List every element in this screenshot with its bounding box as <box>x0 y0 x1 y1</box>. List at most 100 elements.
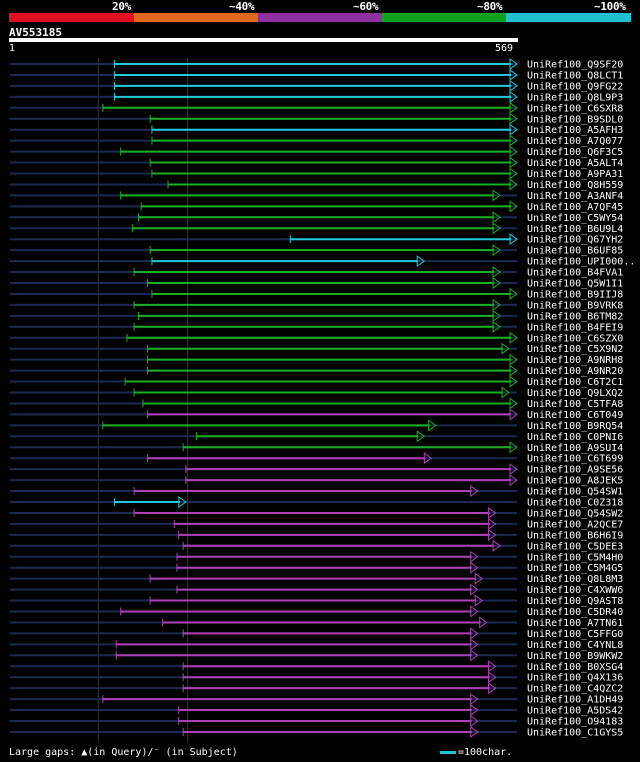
hit-label[interactable]: UniRef100_Q9LXQ2 <box>527 388 623 399</box>
scale-label-20: 20% <box>112 0 131 13</box>
hit-end-arrow <box>423 452 433 465</box>
hit-label[interactable]: UniRef100_A3ANF4 <box>527 191 623 202</box>
hit-label[interactable]: UniRef100_C5X9N2 <box>527 344 623 355</box>
scale-label-40: ~40% <box>229 0 255 13</box>
hit-label[interactable]: UniRef100_C4XWW6 <box>527 585 623 596</box>
hit-end-arrow <box>492 309 501 322</box>
hit-label[interactable]: UniRef100_A5ALT4 <box>527 158 623 169</box>
hit-label[interactable]: UniRef100_Q9AST8 <box>527 596 623 607</box>
identity-scale: 20% ~40% ~60% ~80% ~100% <box>0 0 640 24</box>
hit-label[interactable]: UniRef100_C6T699 <box>527 454 623 465</box>
hit-label[interactable]: UniRef100_C1GYS5 <box>527 727 623 738</box>
hit-end-arrow <box>470 693 479 706</box>
hit-label[interactable]: UniRef100_Q54SW2 <box>527 508 623 519</box>
hit-label[interactable]: UniRef100_A9PA31 <box>527 169 623 180</box>
hit-end-arrow <box>509 397 518 410</box>
hit-label[interactable]: UniRef100_B6TM82 <box>527 311 623 322</box>
hit-end-arrow <box>492 277 501 289</box>
hit-label[interactable]: UniRef100_B0XSG4 <box>527 662 623 673</box>
hit-label[interactable]: UniRef100_A7Q077 <box>527 136 623 147</box>
hit-label[interactable]: UniRef100_B9VRK8 <box>527 300 623 311</box>
hit-end-arrow <box>492 211 501 224</box>
hit-label[interactable]: UniRef100_C5DR40 <box>527 607 623 618</box>
hit-label[interactable]: UniRef100_Q4X136 <box>527 673 623 684</box>
hit-label[interactable]: UniRef100_C5WY54 <box>527 213 623 224</box>
hit-end-arrow <box>509 474 518 487</box>
hit-end-arrow <box>474 572 484 585</box>
hit-label[interactable]: UniRef100_A9NRH8 <box>527 355 623 366</box>
hit-label[interactable]: UniRef100_Q9FG22 <box>527 81 623 92</box>
hit-label[interactable]: UniRef100_Q8LCT1 <box>527 70 623 81</box>
query-title: AV553185 <box>9 26 62 39</box>
hit-label[interactable]: UniRef100_A9SE56 <box>527 465 623 476</box>
hit-end-arrow <box>492 189 501 202</box>
hit-label[interactable]: UniRef100_B9IIJ8 <box>527 289 623 300</box>
hit-end-arrow <box>492 298 501 311</box>
hit-label[interactable]: UniRef100_A5DS42 <box>527 706 623 717</box>
scale-label-100: ~100% <box>594 0 626 13</box>
hit-end-arrow <box>501 342 510 355</box>
hit-end-arrow <box>492 266 501 279</box>
hit-label[interactable]: UniRef100_A2QCE7 <box>527 519 623 530</box>
hit-end-arrow <box>509 112 518 125</box>
gaps-legend: Large gaps: ▲(in Query)/⁻ (in Subject) <box>9 747 238 758</box>
hit-label[interactable]: UniRef100_A8JEK5 <box>527 476 623 487</box>
hit-label[interactable]: UniRef100_O94183 <box>527 717 623 728</box>
hit-label[interactable]: UniRef100_Q54SW1 <box>527 487 623 498</box>
hit-label[interactable]: UniRef100_C6SZX0 <box>527 333 623 344</box>
hit-label[interactable]: UniRef100_C6T2C1 <box>527 377 623 388</box>
hit-end-arrow <box>509 123 518 136</box>
hit-label[interactable]: UniRef100_Q8H559 <box>527 180 623 191</box>
hit-label[interactable]: UniRef100_C5M4G5 <box>527 563 623 574</box>
hit-label[interactable]: UniRef100_Q8L9P3 <box>527 92 623 103</box>
hit-label[interactable]: UniRef100_A5AFH3 <box>527 125 623 136</box>
scale-bar-purple <box>258 13 382 22</box>
hit-label[interactable]: UniRef100_B9WKW2 <box>527 651 623 662</box>
hit-end-arrow <box>509 375 518 388</box>
hit-end-arrow <box>488 682 497 695</box>
hit-label[interactable]: UniRef100_UPI000.. <box>527 257 635 268</box>
hit-end-arrow <box>509 134 518 147</box>
hit-end-arrow <box>479 616 488 629</box>
hit-label[interactable]: UniRef100_C6T049 <box>527 410 623 421</box>
hit-label[interactable]: UniRef100_B4FEI9 <box>527 322 623 333</box>
hit-end-arrow <box>470 715 479 727</box>
hit-label[interactable]: UniRef100_A1DH49 <box>527 695 623 706</box>
hit-label[interactable]: UniRef100_C6SXR8 <box>527 103 623 114</box>
hit-end-arrow <box>509 90 518 103</box>
hit-label[interactable]: UniRef100_Q67YH2 <box>527 235 623 246</box>
hit-end-arrow <box>492 539 501 552</box>
hit-label[interactable]: UniRef100_B9RQ54 <box>527 421 623 432</box>
hit-label[interactable]: UniRef100_B6H6I9 <box>527 530 623 541</box>
hit-label[interactable]: UniRef100_C5DEE3 <box>527 541 623 552</box>
hit-label[interactable]: UniRef100_B6UF85 <box>527 246 623 257</box>
hit-label[interactable]: UniRef100_C0PNI6 <box>527 432 623 443</box>
query-end: 569 <box>495 43 514 54</box>
hit-end-arrow <box>509 331 518 344</box>
hit-label[interactable]: UniRef100_Q9SF20 <box>527 60 623 71</box>
hit-label[interactable]: UniRef100_A7TN61 <box>527 618 623 629</box>
hit-label[interactable]: UniRef100_B9SDL0 <box>527 114 623 125</box>
hit-label[interactable]: UniRef100_Q8L8M3 <box>527 574 623 585</box>
hit-label[interactable]: UniRef100_B4FVA1 <box>527 268 623 279</box>
hit-label[interactable]: UniRef100_A9NR20 <box>527 366 623 377</box>
hit-label[interactable]: UniRef100_C5M4H0 <box>527 552 623 563</box>
hit-label[interactable]: UniRef100_C4QZC2 <box>527 684 623 695</box>
hit-end-arrow <box>509 167 518 180</box>
hit-label[interactable]: UniRef100_C0Z318 <box>527 498 623 509</box>
hit-label[interactable]: UniRef100_A9SUI4 <box>527 443 623 454</box>
hit-label[interactable]: UniRef100_C5TFA8 <box>527 399 623 410</box>
hit-label[interactable]: UniRef100_B6U9L4 <box>527 224 623 235</box>
hit-end-arrow <box>178 496 187 508</box>
hit-label[interactable]: UniRef100_A7QF45 <box>527 202 623 213</box>
hit-end-arrow <box>488 660 497 673</box>
hit-end-arrow <box>416 255 426 268</box>
hit-label[interactable]: UniRef100_Q6F3C5 <box>527 147 623 158</box>
hit-label[interactable]: UniRef100_Q5W1I1 <box>527 279 623 290</box>
hit-end-arrow <box>470 704 479 717</box>
scale-bar-green <box>382 13 506 22</box>
hit-label[interactable]: UniRef100_C5FFG0 <box>527 629 623 640</box>
hit-label[interactable]: UniRef100_C4YNL8 <box>527 640 623 651</box>
scale-swatch <box>440 750 456 754</box>
hit-end-arrow <box>470 638 479 651</box>
